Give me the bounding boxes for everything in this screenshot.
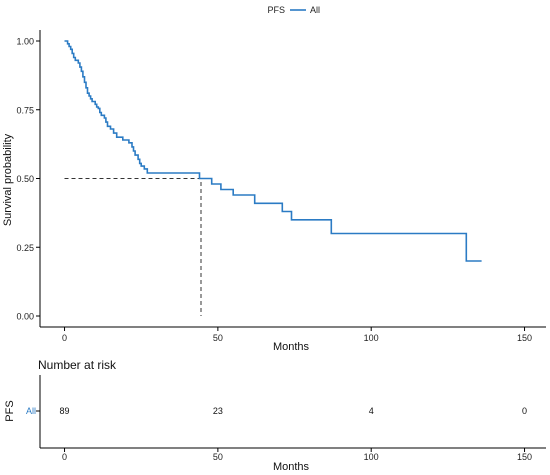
x-tick-label-2: 100 — [364, 333, 379, 343]
risk-x-axis-label: Months — [273, 461, 310, 473]
legend-title: PFS — [267, 5, 285, 15]
y-tick-label-1: 0.25 — [16, 243, 34, 253]
km-curve-all — [64, 40, 482, 262]
risk-table-group-label: PFS — [4, 400, 16, 421]
risk-x-tick-label-3: 150 — [517, 452, 532, 462]
y-tick-label-3: 0.75 — [16, 105, 34, 115]
x-tick-label-0: 0 — [62, 333, 67, 343]
y-tick-label-2: 0.50 — [16, 174, 34, 184]
risk-value-0: 89 — [60, 406, 70, 416]
risk-value-1: 23 — [213, 406, 223, 416]
y-axis-label: Survival probability — [2, 133, 14, 226]
x-tick-label-1: 50 — [213, 333, 223, 343]
y-tick-label-4: 1.00 — [16, 37, 34, 47]
risk-values: 89 23 4 0 — [60, 406, 528, 416]
risk-table-title: Number at risk — [38, 358, 117, 372]
risk-x-axis-ticks: 0 50 100 150 — [62, 448, 532, 462]
risk-x-tick-label-1: 50 — [213, 452, 223, 462]
risk-x-tick-label-0: 0 — [62, 452, 67, 462]
legend: PFS All — [267, 5, 320, 15]
y-tick-label-0: 0.00 — [16, 312, 34, 322]
risk-x-tick-label-2: 100 — [364, 452, 379, 462]
survival-plot: 0.00 0.25 0.50 0.75 1.00 0 50 100 150 Months Su… — [2, 30, 546, 353]
y-axis-ticks: 0.00 0.25 0.50 0.75 1.00 — [16, 37, 40, 322]
risk-row-label-all: All — [26, 406, 36, 416]
x-axis-label: Months — [273, 341, 310, 353]
legend-entry-all: All — [310, 5, 320, 15]
risk-table: Number at risk PFS All 89 23 4 0 0 50 100 150 … — [4, 358, 546, 473]
risk-value-3: 0 — [522, 406, 527, 416]
x-tick-label-3: 150 — [517, 333, 532, 343]
median-guide-line — [64, 178, 202, 316]
risk-value-2: 4 — [369, 406, 374, 416]
x-axis-ticks: 0 50 100 150 — [62, 327, 532, 343]
